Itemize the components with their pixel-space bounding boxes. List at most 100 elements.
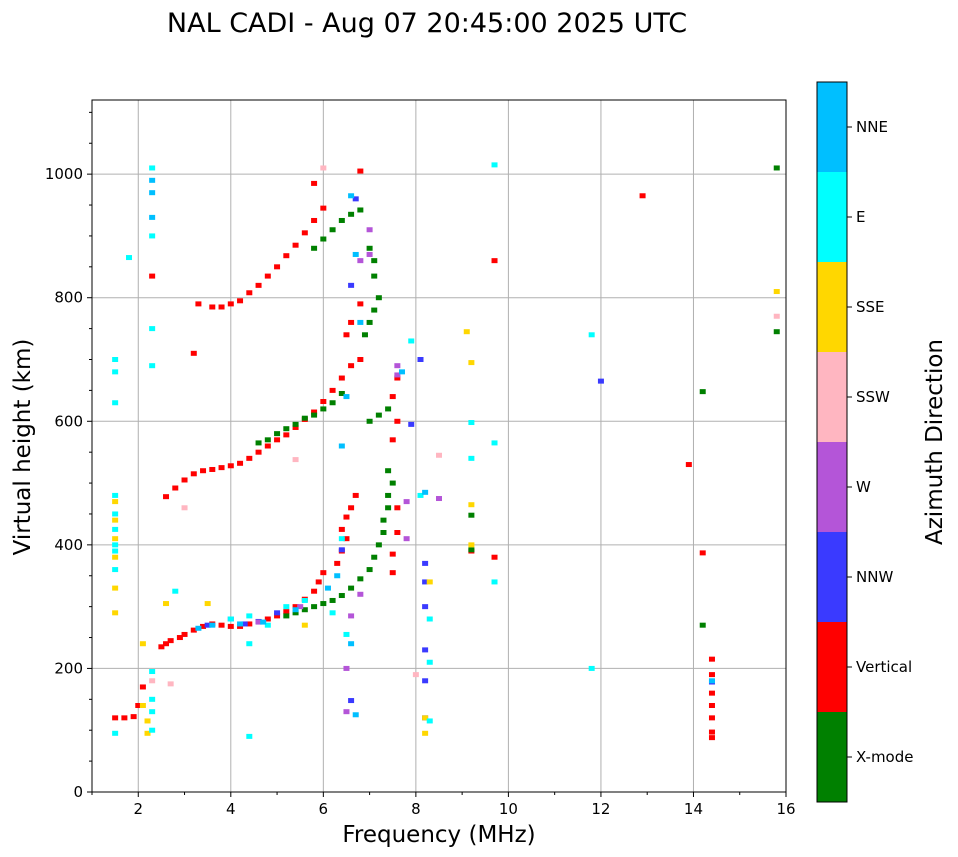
echo-vertical-10	[190, 627, 197, 633]
echo-x-mode-2	[301, 607, 308, 613]
echo-e-23	[283, 604, 290, 610]
y-tick-label-3: 600	[54, 412, 83, 430]
echo-vertical-59	[218, 304, 225, 310]
echo-sse-17	[773, 289, 780, 295]
echo-x-mode-36	[357, 207, 364, 213]
echo-x-mode-4	[320, 601, 327, 607]
echo-vertical-51	[329, 387, 336, 393]
echo-vertical-73	[357, 301, 364, 307]
echo-x-mode-16	[389, 480, 396, 486]
colorbar-segment-sse	[817, 262, 847, 352]
echo-e-26	[343, 631, 350, 637]
echo-vertical-37	[200, 468, 207, 474]
echo-e-17	[149, 165, 156, 171]
echo-vertical-70	[320, 205, 327, 211]
echo-vertical-42	[246, 455, 253, 461]
echo-vertical-96	[149, 273, 156, 279]
echo-e-39	[588, 332, 595, 338]
echo-vertical-30	[343, 514, 350, 520]
echo-x-mode-38	[371, 258, 378, 264]
colorbar-segment-w	[817, 442, 847, 532]
echo-vertical-77	[394, 505, 401, 511]
echo-nne-2	[149, 214, 156, 220]
echo-w-8	[436, 496, 442, 502]
colorbar-segment-x-mode	[817, 712, 847, 802]
echo-vertical-94	[708, 735, 715, 741]
echo-x-mode-32	[320, 236, 327, 242]
echo-sse-7	[139, 703, 146, 708]
echo-sse-1	[112, 585, 119, 591]
echo-x-mode-41	[371, 307, 378, 313]
echo-vertical-60	[227, 301, 234, 307]
echo-vertical-40	[227, 463, 234, 469]
echo-sse-0	[112, 610, 119, 616]
echo-x-mode-8	[357, 576, 364, 582]
echo-x-mode-10	[371, 554, 378, 560]
echo-nnw-0	[204, 622, 211, 628]
chart-title: NAL CADI - Aug 07 20:45:00 2025 UTC	[167, 8, 687, 39]
echo-vertical-86	[685, 462, 692, 468]
grid-lines	[92, 100, 787, 793]
y-tick-label-0: 0	[73, 783, 83, 801]
echo-w-11	[394, 363, 401, 369]
y-axis-ticks: 0 200 400 600 800 1000	[45, 111, 92, 801]
echo-e-1	[112, 548, 119, 554]
colorbar-label-3: W	[856, 478, 871, 496]
echo-ssw-4	[773, 313, 780, 319]
echo-sse-15	[468, 542, 475, 548]
x-tick-label-6: 14	[684, 800, 703, 818]
echo-vertical-23	[311, 588, 318, 594]
y-tick-label-2: 400	[54, 536, 83, 554]
echo-e-19	[246, 641, 253, 647]
echo-sse-5	[112, 499, 119, 505]
echo-w-13	[366, 227, 373, 233]
echo-nne-5	[237, 621, 244, 627]
echo-vertical-19	[274, 613, 281, 619]
echo-w-1	[297, 604, 304, 610]
echo-vertical-69	[311, 217, 318, 223]
echo-vertical-61	[237, 298, 244, 304]
echo-vertical-35	[181, 477, 188, 483]
echo-e-6	[112, 400, 119, 406]
echo-sse-18	[163, 601, 170, 607]
colorbar-frame	[816, 81, 848, 803]
echo-vertical-55	[343, 332, 350, 338]
echo-vertical-8	[176, 635, 183, 641]
echo-x-mode-13	[380, 517, 387, 523]
echo-x-mode-7	[348, 585, 355, 591]
echo-vertical-43	[255, 449, 262, 455]
echo-vertical-5	[158, 644, 165, 650]
echo-x-mode-26	[329, 400, 336, 406]
colorbar-label-2: NNW	[856, 568, 893, 586]
echo-nne-19	[338, 443, 345, 449]
echo-sse-2	[112, 554, 119, 560]
echo-vertical-93	[708, 656, 715, 662]
echo-vertical-3	[135, 703, 142, 708]
echo-x-mode-28	[366, 418, 373, 424]
echo-nnw-17	[597, 378, 604, 384]
echo-x-mode-15	[385, 492, 392, 498]
echo-sse-20	[301, 622, 308, 628]
echo-x-mode-37	[366, 245, 373, 251]
echo-x-mode-31	[311, 245, 318, 251]
echo-x-mode-23	[301, 415, 308, 421]
echo-vertical-57	[195, 301, 202, 307]
echo-sse-13	[468, 360, 475, 366]
echo-ssw-5	[292, 457, 299, 463]
echo-nnw-13	[417, 357, 424, 362]
echo-x-mode-0	[283, 613, 290, 619]
echo-e-28	[426, 616, 433, 622]
echo-e-40	[172, 588, 179, 594]
echo-x-mode-44	[699, 389, 706, 395]
colorbar-segment-e	[817, 172, 847, 262]
echo-vertical-33	[163, 494, 170, 500]
echo-vertical-92	[708, 672, 715, 678]
echo-e-11	[149, 709, 156, 715]
echo-vertical-49	[311, 409, 318, 415]
x-tick-label-5: 12	[591, 800, 610, 818]
echo-e-14	[149, 363, 156, 369]
echo-x-mode-20	[274, 431, 281, 437]
echo-w-7	[403, 499, 410, 505]
echo-nnw-14	[348, 282, 355, 288]
echo-nne-0	[149, 177, 156, 183]
